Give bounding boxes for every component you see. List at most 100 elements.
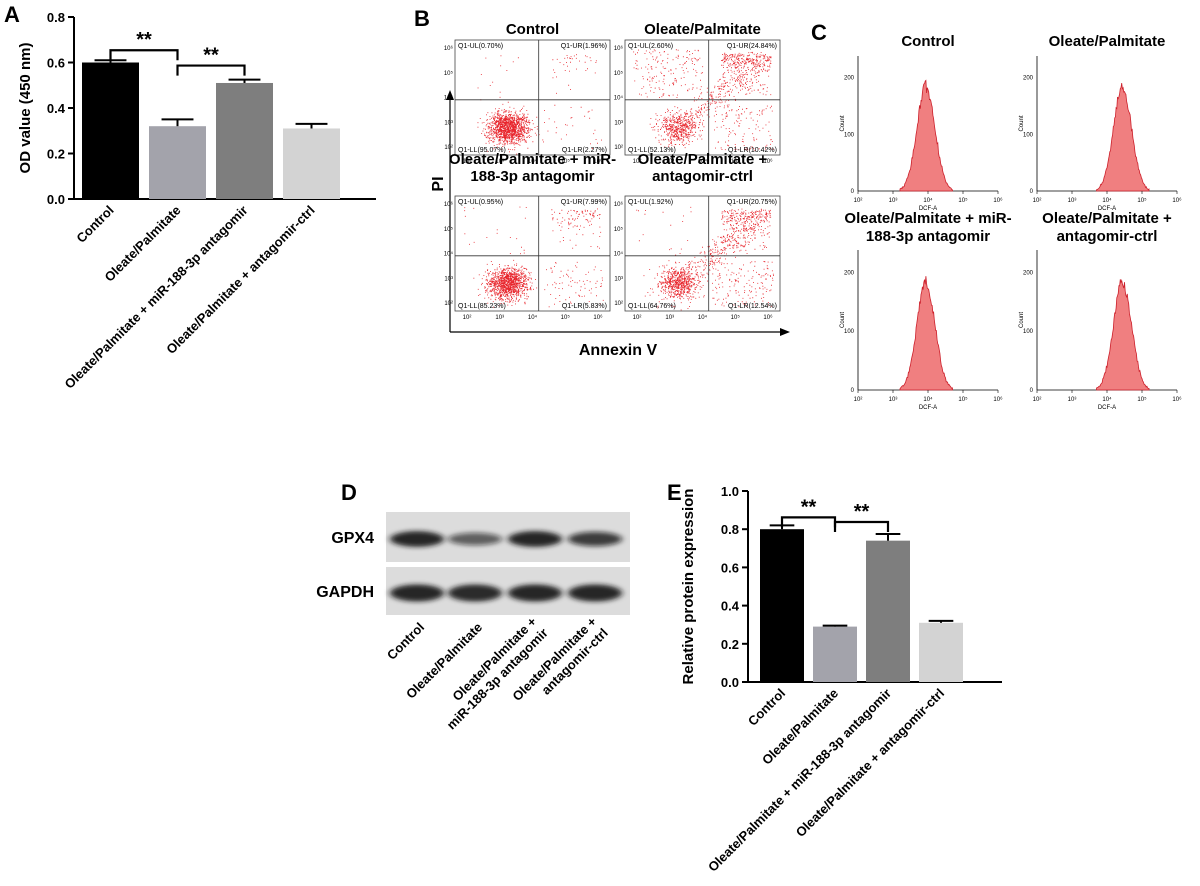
quadrant-ur-label: Q1-UR(20.75%) [727, 199, 777, 206]
y-tick-label: 200 [1023, 270, 1034, 276]
bar [283, 128, 340, 199]
y-tick-label: 0.6 [721, 560, 739, 575]
bar [149, 126, 206, 199]
x-tick-label: 10⁴ [1102, 197, 1112, 204]
flow-plot: Q1-UL(0.95%) Q1-UR(7.99%) Q1-LL(85.23%) Q1-… [444, 195, 611, 321]
x-tick-label: 10⁶ [593, 158, 603, 165]
histogram-title: Oleate/Palmitate [1049, 33, 1166, 50]
quadrant-ll-label: Q1-LL(95.07%) [458, 147, 506, 154]
flow-plot-frame [454, 39, 611, 156]
x-tick-label: 10² [463, 315, 472, 321]
x-tick-label: 10⁶ [763, 158, 773, 165]
quadrant-ur-label: Q1-UR(7.99%) [561, 199, 607, 206]
flow-plot-frame [454, 195, 611, 312]
y-tick-label: 0.2 [47, 147, 65, 162]
y-tick-label: 200 [844, 76, 855, 82]
flow-plot-title: Oleate/Palmitate + miR-188-3p antagomir [449, 151, 616, 185]
y-tick-label: 0 [1030, 189, 1034, 195]
y-tick-label: 10⁴ [614, 95, 624, 102]
blot-lane-label: Control [384, 620, 427, 663]
bar [216, 82, 273, 199]
y-tick-label: 10⁶ [614, 45, 624, 52]
quadrant-ul-label: Q1-UL(1.92%) [628, 199, 673, 206]
flow-plot: Q1-UL(2.60%) Q1-UR(24.84%) Q1-LL(52.13%) Q1… [614, 39, 781, 165]
panel-label-a: A [4, 2, 20, 27]
x-tick-label: 10³ [1068, 198, 1077, 204]
x-tick-label: 10⁴ [528, 314, 538, 321]
category-label: Control [745, 686, 788, 729]
histogram-y-label: Count [840, 115, 846, 131]
y-tick-label: 100 [1023, 329, 1034, 335]
blot-band [568, 584, 622, 602]
y-tick-label: 0.8 [721, 522, 739, 537]
bar [813, 626, 857, 682]
quadrant-lr-label: Q1-LR(12.54%) [728, 303, 777, 310]
x-tick-label: 10⁵ [1137, 396, 1147, 403]
histogram-title: Oleate/Palmitate + miR-188-3p antagomir [844, 210, 1011, 245]
quadrant-ur-label: Q1-UR(1.96%) [561, 43, 607, 50]
panel-label-b: B [414, 6, 430, 31]
annexin-arrow-head [780, 328, 790, 336]
x-tick-label: 10⁵ [1137, 197, 1147, 204]
bar [919, 622, 963, 682]
x-axis-label-annexin: Annexin V [579, 342, 658, 359]
y-tick-label: 10⁶ [444, 201, 454, 208]
panel-label-e: E [667, 480, 682, 505]
y-tick-label: 10² [614, 301, 623, 307]
quadrant-ul-label: Q1-UL(0.70%) [458, 43, 503, 50]
y-tick-label: 10⁴ [444, 95, 454, 102]
quadrant-ll-label: Q1-LL(85.23%) [458, 303, 506, 310]
bar [866, 540, 910, 682]
panel-c-ros-histograms: Control 10² 10³ 10⁴ 10⁵ 10⁶ 0 100 200 DCF-A Count O… [840, 33, 1182, 411]
y-tick-label: 0 [851, 388, 855, 394]
y-tick-label: 0.0 [47, 192, 65, 207]
x-tick-label: 10³ [1068, 397, 1077, 403]
histogram-x-label: DCF-A [1098, 206, 1116, 212]
x-tick-label: 10⁴ [528, 158, 538, 165]
x-tick-label: 10⁵ [731, 314, 741, 321]
blot-label-gapdh: GAPDH [316, 584, 374, 601]
y-tick-label: 200 [844, 270, 855, 276]
y-tick-label: 10⁶ [614, 201, 624, 208]
flow-plot: Q1-UL(0.70%) Q1-UR(1.96%) Q1-LL(95.07%) Q1-… [444, 39, 611, 165]
panel-label-c: C [811, 20, 827, 45]
quadrant-ll-label: Q1-LL(52.13%) [628, 147, 676, 154]
x-tick-label: 10⁴ [1102, 396, 1112, 403]
y-tick-label: 10⁴ [614, 251, 624, 258]
flow-plot-frame [624, 39, 781, 156]
histogram-fill [899, 79, 953, 192]
x-tick-label: 10⁶ [1172, 197, 1182, 204]
y-tick-label: 0.6 [47, 56, 65, 71]
bar [760, 529, 804, 682]
y-tick-label: 10⁶ [444, 45, 454, 52]
significance-label: ** [801, 496, 817, 518]
x-tick-label: 10³ [665, 159, 674, 165]
y-tick-label: 0.4 [47, 101, 66, 116]
x-tick-label: 10² [633, 159, 642, 165]
x-tick-label: 10⁴ [923, 396, 933, 403]
panel-label-d: D [341, 480, 357, 505]
flow-events [464, 206, 604, 308]
category-label: Control [73, 203, 116, 246]
blot-band [390, 584, 444, 602]
significance-bracket [833, 520, 890, 532]
quadrant-ul-label: Q1-UL(0.95%) [458, 199, 503, 206]
histogram-fill [899, 276, 953, 391]
quadrant-lr-label: Q1-LR(10.42%) [728, 147, 777, 154]
quadrant-lr-label: Q1-LR(5.83%) [562, 303, 607, 310]
histogram: 10² 10³ 10⁴ 10⁵ 10⁶ 0 100 200 DCF-A Count [1019, 250, 1182, 411]
blot-band [568, 531, 622, 547]
significance-label: ** [203, 45, 219, 67]
flow-plot: Q1-UL(1.92%) Q1-UR(20.75%) Q1-LL(64.76%) Q1… [614, 195, 781, 321]
flow-plot-title: Oleate/Palmitate + antagomir-ctrl [638, 151, 768, 185]
histogram-x-label: DCF-A [919, 206, 937, 212]
blot-band [448, 532, 502, 546]
histogram-x-label: DCF-A [919, 405, 937, 411]
histogram: 10² 10³ 10⁴ 10⁵ 10⁶ 0 100 200 DCF-A Count [1019, 56, 1182, 212]
x-tick-label: 10⁴ [923, 197, 933, 204]
histogram-y-label: Count [1019, 312, 1025, 328]
y-tick-label: 10⁵ [614, 226, 624, 233]
y-tick-label: 0.4 [721, 599, 740, 614]
